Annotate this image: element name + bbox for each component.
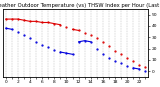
Title: Milwaukee Weather Outdoor Temperature (vs) THSW Index per Hour (Last 24 Hours): Milwaukee Weather Outdoor Temperature (v… — [0, 3, 160, 8]
